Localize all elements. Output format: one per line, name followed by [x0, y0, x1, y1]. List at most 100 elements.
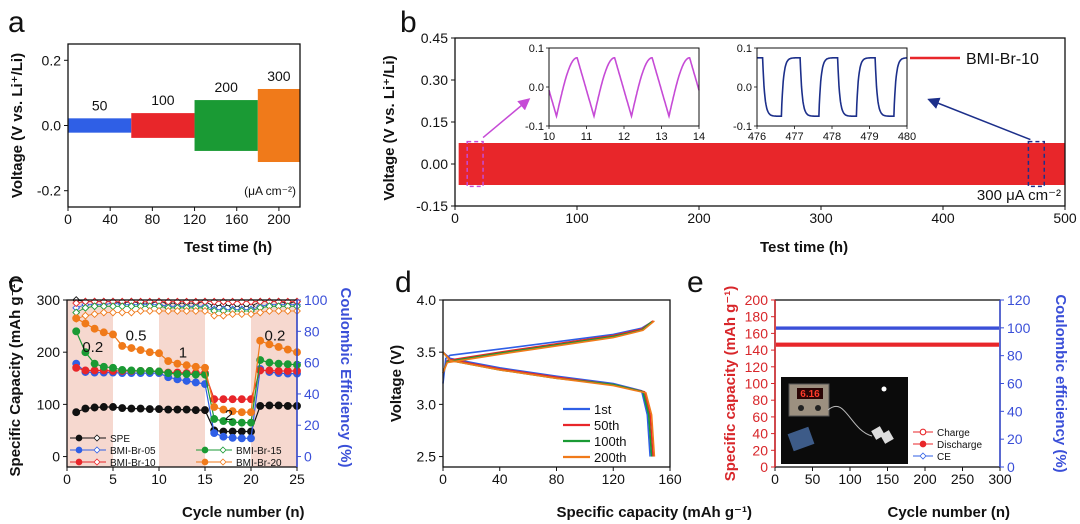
capacity-marker — [182, 376, 191, 385]
y-axis-label: Voltage (V vs. Li⁺/Li) — [381, 55, 398, 200]
inset-x-tick-label: 12 — [618, 131, 630, 143]
panel-a: 50 100 200 300 0 40 80 120 160 200 -0.2 0.0 0.2 a Test… — [8, 6, 301, 256]
y2-axis-label: Coulombic Efficiency (%) — [337, 287, 354, 467]
capacity-marker — [173, 370, 182, 379]
meter-display — [797, 388, 823, 399]
y-axis-label: Voltage (V vs. Li⁺/Li) — [9, 53, 26, 198]
x-tick-label: 20 — [243, 471, 259, 487]
inset-background — [757, 48, 907, 126]
capacity-marker — [256, 336, 265, 345]
y2-tick-label: 80 — [1007, 348, 1023, 364]
y-tick-label: 3.5 — [417, 344, 437, 360]
x-tick-label: 15 — [197, 471, 213, 487]
x-tick-label: 150 — [876, 471, 900, 487]
y-tick-label: 0.15 — [421, 114, 448, 130]
capacity-marker — [219, 395, 228, 404]
meter-knob — [815, 405, 821, 411]
capacity-marker — [136, 346, 145, 355]
capacity-marker — [90, 366, 99, 375]
inset-y-tick-label: 0.0 — [737, 82, 752, 94]
x-tick-label: 0 — [771, 471, 779, 487]
x-axis-label: Test time (h) — [760, 239, 848, 256]
legend-marker-hollow — [93, 458, 101, 466]
inset-x-tick-label: 14 — [693, 131, 705, 143]
ce-marker — [118, 308, 127, 317]
capacity-marker — [145, 367, 154, 375]
y-tick-label: 60 — [752, 409, 768, 425]
capacity-marker — [109, 363, 117, 372]
current-label-300: 300 — [267, 68, 291, 84]
y2-tick-label: 60 — [304, 355, 320, 371]
capacity-marker — [265, 340, 274, 349]
capacity-marker — [283, 367, 292, 375]
voltage-band-200 — [194, 100, 258, 151]
capacity-marker — [72, 314, 81, 323]
ce-marker — [210, 311, 219, 320]
ce-marker — [90, 302, 99, 311]
x-axis-label: Cycle number (n) — [888, 504, 1011, 521]
capacity-marker — [118, 341, 127, 350]
capacity-marker — [109, 330, 117, 339]
x-tick-label: 80 — [145, 211, 161, 227]
capacity-marker — [173, 359, 182, 368]
panel-e: 6.160 50 100 150 200 250 300020406080100120140… — [687, 266, 1069, 521]
battery-cell — [880, 430, 894, 444]
legend-marker-filled — [75, 458, 83, 466]
ce-marker — [247, 310, 255, 319]
capacity-marker — [228, 433, 237, 442]
y-tick-label: 300 — [37, 292, 61, 308]
legend-label-bmi-br-10: BMI-Br-10 — [110, 458, 156, 469]
capacity-marker — [283, 360, 292, 369]
capacity-marker — [72, 363, 81, 372]
capacity-marker — [164, 357, 173, 366]
legend-label-discharge: Discharge — [937, 440, 982, 451]
legend-label-bmi-br-15: BMI-Br-15 — [236, 446, 282, 457]
capacity-marker — [274, 343, 283, 351]
legend-label-200th: 200th — [594, 450, 627, 465]
ce-marker — [201, 307, 209, 315]
legend-marker-discharge — [919, 440, 927, 448]
capacity-marker — [228, 418, 237, 427]
rate-label-0: 0.2 — [82, 339, 103, 356]
legend-label-50th: 50th — [594, 418, 619, 433]
legend-marker-hollow — [93, 434, 101, 442]
inset-right: 476 477 478 479 480 0.1 0.0 -0.1 — [733, 43, 916, 143]
legend-label-charge: Charge — [937, 428, 970, 439]
capacity-marker — [219, 417, 228, 426]
plot-frame — [442, 299, 671, 468]
inset-x-tick-label: 477 — [785, 131, 803, 143]
capacity-marker — [81, 366, 90, 375]
capacity-marker — [90, 403, 99, 412]
ce-marker — [219, 311, 228, 320]
capacity-marker — [90, 324, 99, 333]
legend-label-100th: 100th — [594, 434, 627, 449]
x-tick-label: 160 — [225, 211, 249, 227]
panel-c: 0 5 10 15 20 25 0 100 200 300 0 20 40 60 80 100 0.2 0.5 1 2… — [7, 266, 354, 521]
charge-curve-50th — [442, 320, 654, 374]
panel-letter-a: a — [8, 6, 25, 39]
y2-tick-label: 60 — [1007, 376, 1023, 392]
y-tick-label: 200 — [745, 292, 769, 308]
x-tick-label: 500 — [1053, 210, 1077, 226]
y2-tick-label: 120 — [1007, 292, 1031, 308]
capacity-marker — [210, 429, 219, 438]
ce-marker — [274, 307, 283, 315]
panel-letter-c: c — [8, 266, 23, 299]
y-tick-label: 2.5 — [417, 449, 437, 465]
legend-label-bmi-br-10: BMI-Br-10 — [966, 51, 1039, 68]
inset-y-tick-label: 0.0 — [529, 82, 544, 94]
x-tick-label: 160 — [658, 471, 682, 487]
panel-letter-e: e — [687, 266, 704, 299]
capacity-marker — [127, 404, 136, 413]
bottle — [787, 426, 815, 452]
capacity-marker — [118, 404, 127, 412]
y-tick-label: 80 — [752, 392, 768, 408]
capacity-marker — [247, 434, 255, 443]
capacity-band — [776, 342, 999, 347]
meter-reading: 6.16 — [800, 389, 820, 400]
capacity-marker — [99, 328, 108, 337]
unit-note: (μA cm⁻²) — [244, 184, 296, 198]
inset-y-tick-label: 0.1 — [529, 43, 544, 55]
legend-label-1st: 1st — [594, 402, 612, 417]
inset-x-tick-label: 479 — [860, 131, 878, 143]
